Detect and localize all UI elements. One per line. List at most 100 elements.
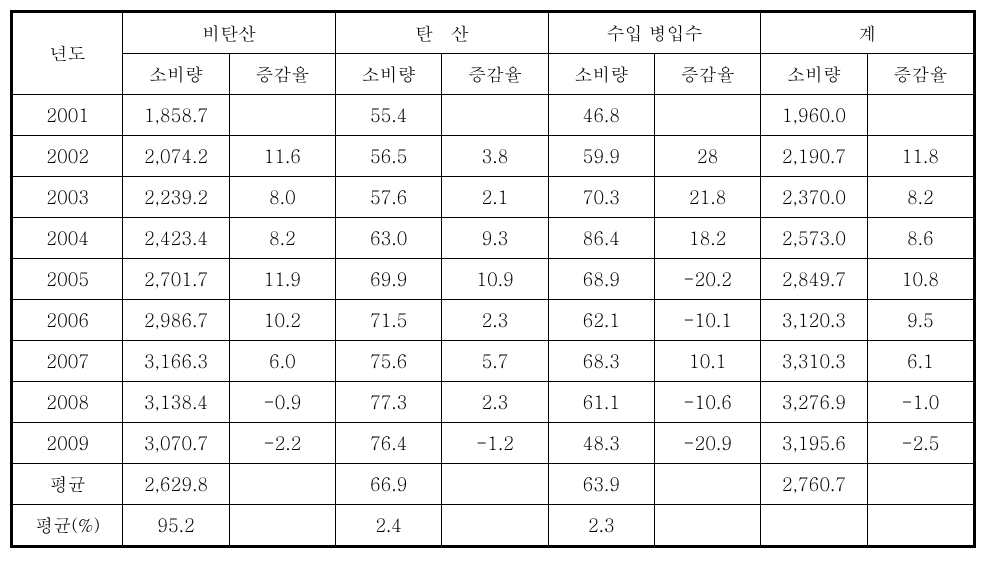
cell-c1-consumption: 2,239.2 — [123, 177, 229, 218]
cell-c3-consumption: 68.9 — [548, 259, 654, 300]
cell-c1-rate: 8.2 — [229, 218, 335, 259]
cell-c3-rate: -20.9 — [654, 423, 760, 464]
cell-c4-consumption: 2,760.7 — [761, 464, 867, 505]
cell-year: 2005 — [13, 259, 123, 300]
cell-c4-rate: 8.2 — [867, 177, 973, 218]
cell-c4-consumption: 3,195.6 — [761, 423, 867, 464]
cell-c1-consumption: 1,858.7 — [123, 95, 229, 136]
cell-c1-consumption: 2,701.7 — [123, 259, 229, 300]
cell-c4-consumption: 2,370.0 — [761, 177, 867, 218]
cell-c1-rate: -0.9 — [229, 382, 335, 423]
cell-year: 2002 — [13, 136, 123, 177]
cell-c1-consumption: 2,629.8 — [123, 464, 229, 505]
cell-c4-rate: 10.8 — [867, 259, 973, 300]
cell-year: 2007 — [13, 341, 123, 382]
cell-c4-rate: 9.5 — [867, 300, 973, 341]
cell-c1-rate: -2.2 — [229, 423, 335, 464]
table-row: 20011,858.755.446.81,960.0 — [13, 95, 974, 136]
cell-c2-rate: 3.8 — [442, 136, 548, 177]
cell-c1-rate — [229, 464, 335, 505]
cell-c2-consumption: 76.4 — [336, 423, 442, 464]
cell-c4-rate: 11.8 — [867, 136, 973, 177]
cell-c4-rate — [867, 505, 973, 546]
cell-c3-rate: 10.1 — [654, 341, 760, 382]
header-sub-rate: 증감율 — [229, 54, 335, 95]
header-sub-rate: 증감율 — [654, 54, 760, 95]
header-sub-rate: 증감율 — [442, 54, 548, 95]
cell-c1-consumption: 3,070.7 — [123, 423, 229, 464]
cell-c1-rate: 11.6 — [229, 136, 335, 177]
table-body: 20011,858.755.446.81,960.020022,074.211.… — [13, 95, 974, 546]
cell-c3-consumption: 63.9 — [548, 464, 654, 505]
data-table: 년도 비탄산 탄 산 수입 병입수 계 소비량 증감율 소비량 증감율 소비량 … — [12, 12, 974, 546]
cell-year: 평균 — [13, 464, 123, 505]
cell-c3-consumption: 46.8 — [548, 95, 654, 136]
cell-c2-consumption: 63.0 — [336, 218, 442, 259]
cell-c4-consumption — [761, 505, 867, 546]
cell-c2-consumption: 66.9 — [336, 464, 442, 505]
header-group-3: 수입 병입수 — [548, 13, 761, 54]
cell-c1-consumption: 2,986.7 — [123, 300, 229, 341]
header-row-2: 소비량 증감율 소비량 증감율 소비량 증감율 소비량 증감율 — [13, 54, 974, 95]
cell-c3-consumption: 62.1 — [548, 300, 654, 341]
cell-c1-consumption: 95.2 — [123, 505, 229, 546]
cell-c3-consumption: 59.9 — [548, 136, 654, 177]
cell-c3-consumption: 2.3 — [548, 505, 654, 546]
header-sub-rate: 증감율 — [867, 54, 973, 95]
header-group-1: 비탄산 — [123, 13, 336, 54]
cell-c2-rate: 9.3 — [442, 218, 548, 259]
table-row: 20083,138.4-0.977.32.361.1-10.63,276.9-1… — [13, 382, 974, 423]
cell-c2-rate — [442, 95, 548, 136]
header-sub-consumption: 소비량 — [548, 54, 654, 95]
cell-year: 2006 — [13, 300, 123, 341]
cell-c3-rate: -20.2 — [654, 259, 760, 300]
cell-c3-consumption: 70.3 — [548, 177, 654, 218]
cell-c1-rate — [229, 95, 335, 136]
cell-c4-consumption: 3,120.3 — [761, 300, 867, 341]
cell-year: 2008 — [13, 382, 123, 423]
cell-c3-rate: -10.6 — [654, 382, 760, 423]
cell-c3-consumption: 86.4 — [548, 218, 654, 259]
header-sub-consumption: 소비량 — [336, 54, 442, 95]
cell-c4-rate: -2.5 — [867, 423, 973, 464]
header-row-1: 년도 비탄산 탄 산 수입 병입수 계 — [13, 13, 974, 54]
table-header: 년도 비탄산 탄 산 수입 병입수 계 소비량 증감율 소비량 증감율 소비량 … — [13, 13, 974, 95]
cell-c4-rate: 6.1 — [867, 341, 973, 382]
cell-c1-rate — [229, 505, 335, 546]
cell-c4-rate: 8.6 — [867, 218, 973, 259]
cell-c2-rate — [442, 505, 548, 546]
cell-c4-rate — [867, 95, 973, 136]
data-table-wrapper: 년도 비탄산 탄 산 수입 병입수 계 소비량 증감율 소비량 증감율 소비량 … — [10, 10, 976, 548]
cell-c3-rate: 18.2 — [654, 218, 760, 259]
cell-c2-rate — [442, 464, 548, 505]
cell-c1-consumption: 2,074.2 — [123, 136, 229, 177]
cell-c3-rate — [654, 505, 760, 546]
cell-c4-consumption: 3,310.3 — [761, 341, 867, 382]
header-sub-consumption: 소비량 — [761, 54, 867, 95]
cell-c2-consumption: 71.5 — [336, 300, 442, 341]
cell-year: 평균(%) — [13, 505, 123, 546]
cell-c3-consumption: 68.3 — [548, 341, 654, 382]
cell-c4-consumption: 2,849.7 — [761, 259, 867, 300]
cell-c3-rate — [654, 95, 760, 136]
header-group-4: 계 — [761, 13, 974, 54]
cell-c2-consumption: 69.9 — [336, 259, 442, 300]
table-row: 20032,239.28.057.62.170.321.82,370.08.2 — [13, 177, 974, 218]
cell-c3-rate — [654, 464, 760, 505]
cell-c2-rate: 2.3 — [442, 300, 548, 341]
cell-c2-consumption: 56.5 — [336, 136, 442, 177]
header-sub-consumption: 소비량 — [123, 54, 229, 95]
cell-c2-consumption: 77.3 — [336, 382, 442, 423]
cell-c3-rate: 28 — [654, 136, 760, 177]
table-row: 20042,423.48.263.09.386.418.22,573.08.6 — [13, 218, 974, 259]
header-year: 년도 — [13, 13, 123, 95]
cell-c2-consumption: 2.4 — [336, 505, 442, 546]
cell-c4-rate: -1.0 — [867, 382, 973, 423]
cell-c4-consumption: 2,190.7 — [761, 136, 867, 177]
cell-c4-consumption: 3,276.9 — [761, 382, 867, 423]
cell-c1-rate: 11.9 — [229, 259, 335, 300]
cell-c2-consumption: 55.4 — [336, 95, 442, 136]
cell-c1-consumption: 2,423.4 — [123, 218, 229, 259]
header-group-2: 탄 산 — [336, 13, 549, 54]
cell-c1-rate: 6.0 — [229, 341, 335, 382]
